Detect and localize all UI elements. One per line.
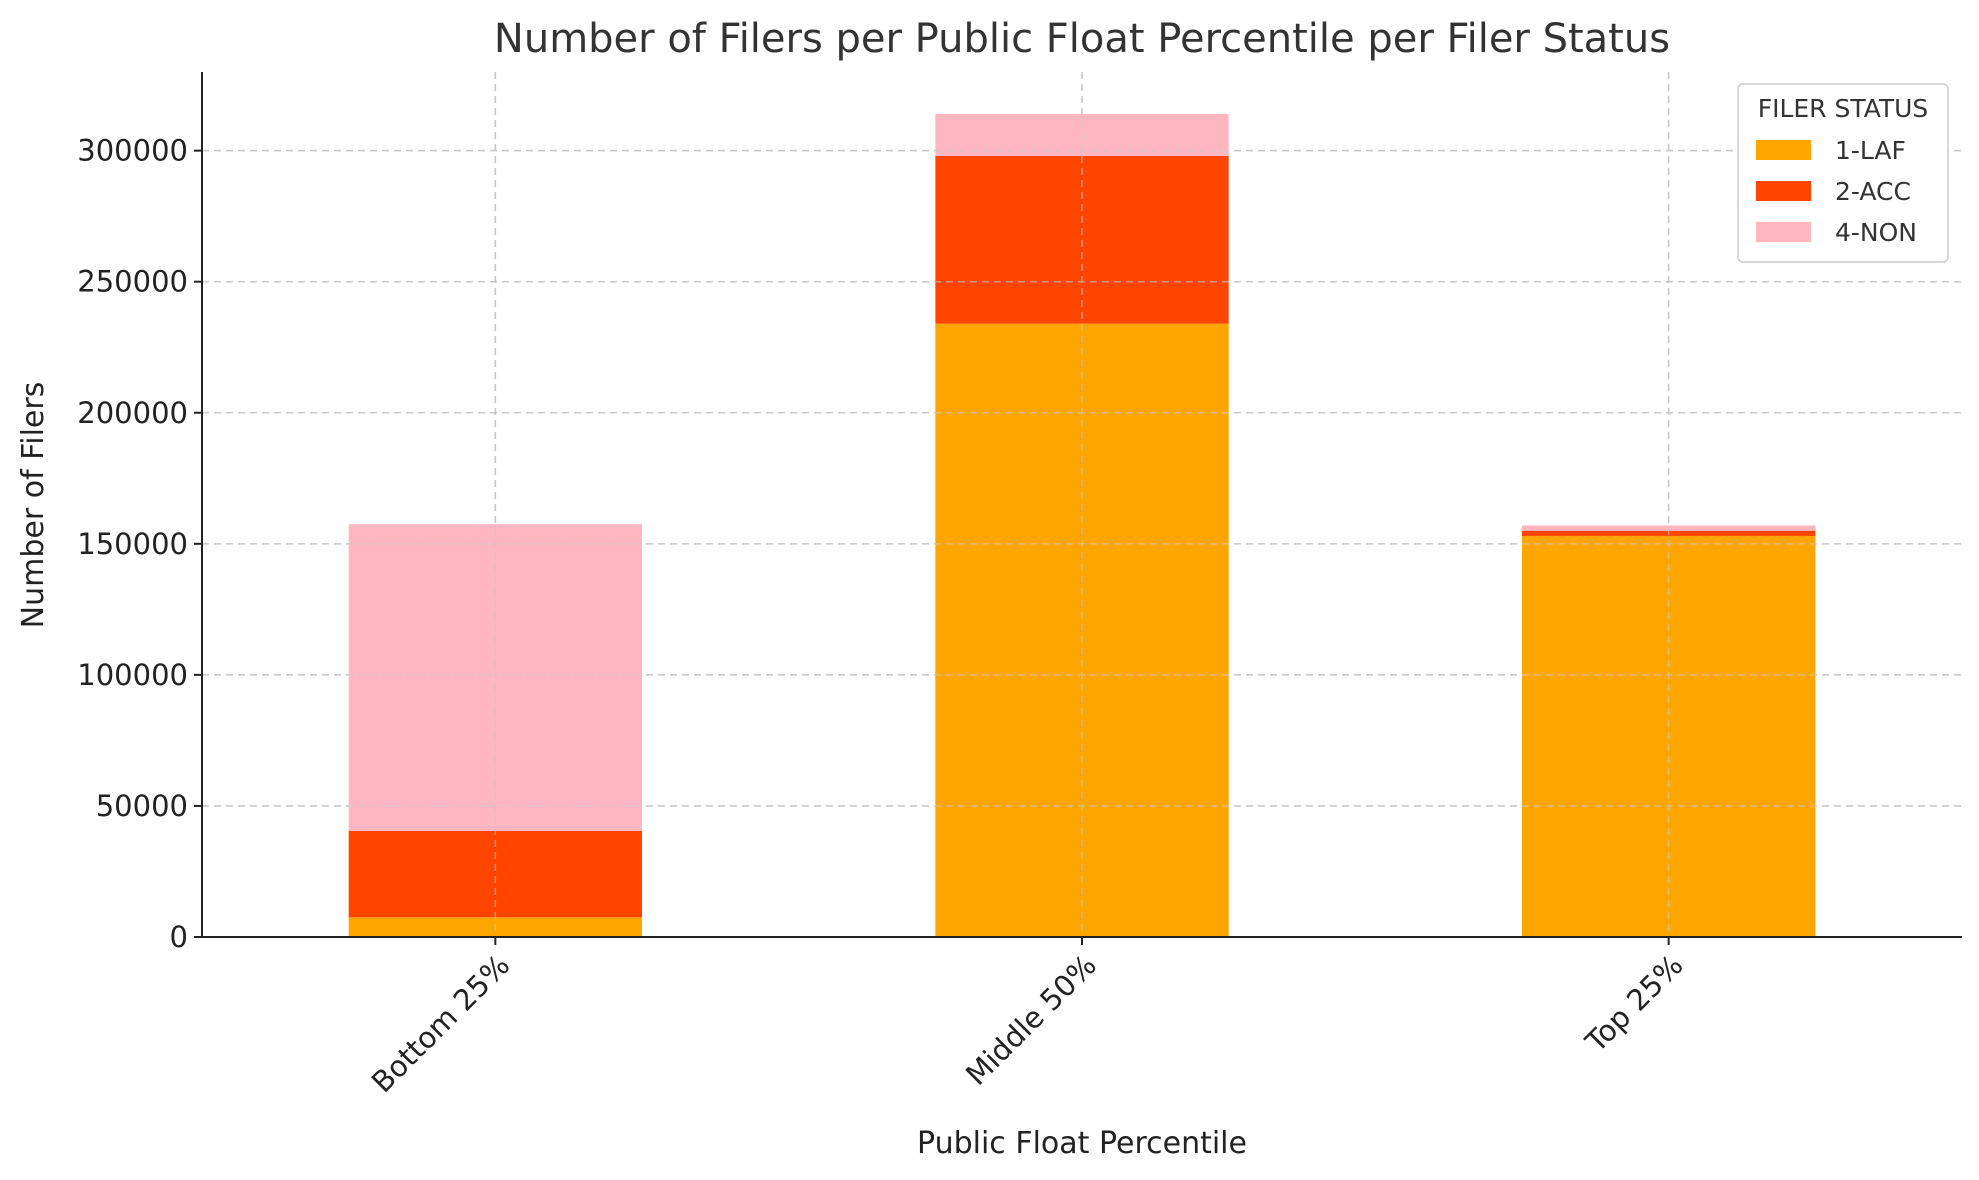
x-ticks: Bottom 25% Middle 50% Top 25% [365,937,1690,1099]
y-ticks: 0 50000 100000 150000 200000 250000 300000 [77,134,202,954]
legend-swatch [1756,140,1811,160]
x-axis-label: Public Float Percentile [917,1126,1247,1161]
legend-title: FILER STATUS [1758,94,1929,123]
x-tick-label: Top 25% [1578,948,1689,1059]
bars [348,113,1816,937]
y-tick-label: 0 [170,920,188,954]
y-axis-label: Number of Filers [16,382,51,629]
legend-entry: 2-ACC [1835,177,1911,206]
x-tick-label: Middle 50% [959,948,1103,1092]
legend-entry: 1-LAF [1835,136,1906,165]
legend-swatch [1756,181,1811,201]
x-tick-label: Bottom 25% [365,948,516,1099]
y-tick-label: 150000 [77,527,188,561]
y-tick-label: 50000 [96,789,188,823]
legend-swatch [1756,222,1811,242]
legend: FILER STATUS 1-LAF 2-ACC 4-NON [1737,83,1949,263]
y-tick-label: 300000 [77,134,188,168]
y-tick-label: 200000 [77,396,188,430]
legend-frame [1737,83,1949,263]
y-tick-label: 250000 [77,265,188,299]
legend-items: 1-LAF 2-ACC 4-NON [1756,136,1917,247]
legend-entry: 4-NON [1835,218,1917,247]
chart-title: Number of Filers per Public Float Percen… [494,16,1670,62]
y-tick-label: 100000 [77,658,188,692]
